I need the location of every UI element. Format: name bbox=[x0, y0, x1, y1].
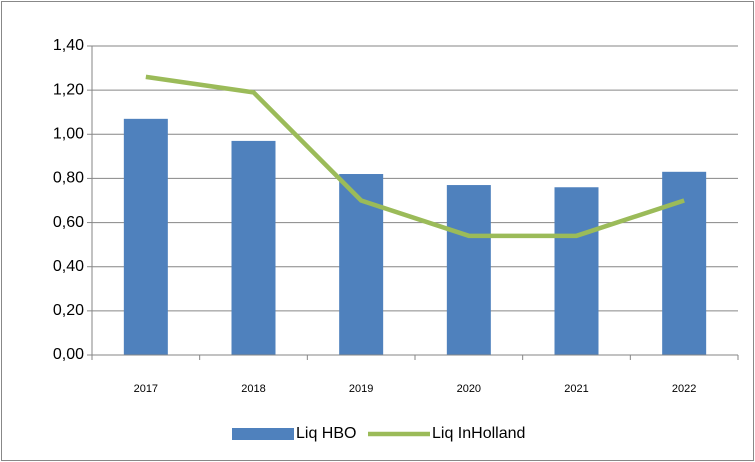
bar bbox=[662, 171, 707, 355]
y-tick-label: 0,80 bbox=[53, 170, 84, 187]
x-tick-label: 2020 bbox=[457, 383, 481, 395]
y-tick-label: 1,00 bbox=[53, 126, 84, 143]
bar bbox=[231, 140, 276, 355]
y-tick-label: 0,00 bbox=[53, 346, 84, 363]
line bbox=[145, 74, 685, 239]
bar bbox=[123, 118, 168, 355]
x-tick-label: 2022 bbox=[672, 383, 696, 395]
y-tick-label: 0,20 bbox=[53, 302, 84, 319]
y-tick-label: 1,20 bbox=[53, 81, 84, 98]
x-tick-label: 2018 bbox=[241, 383, 265, 395]
legend-swatch bbox=[232, 428, 294, 440]
y-tick-label: 0,40 bbox=[53, 258, 84, 275]
y-tick-label: 1,40 bbox=[53, 37, 84, 54]
legend-label: Liq InHolland bbox=[432, 425, 525, 442]
y-tick-label: 0,60 bbox=[53, 214, 84, 231]
x-tick-label: 2021 bbox=[564, 383, 588, 395]
bar bbox=[446, 185, 491, 355]
legend-label: Liq HBO bbox=[296, 425, 356, 442]
x-tick-label: 2017 bbox=[134, 383, 158, 395]
bar bbox=[554, 187, 599, 355]
x-tick-label: 2019 bbox=[349, 383, 373, 395]
